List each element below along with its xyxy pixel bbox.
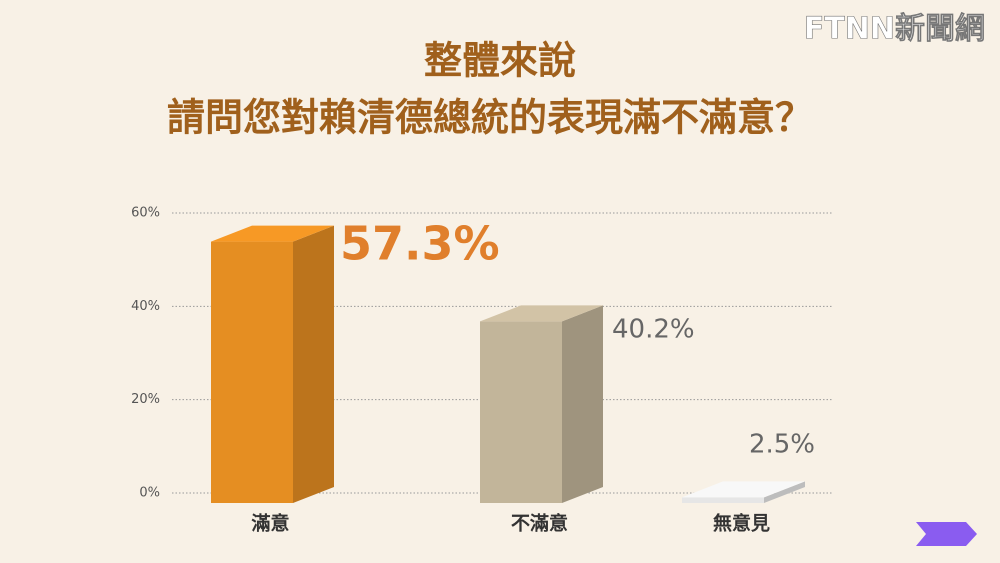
bar-side bbox=[764, 481, 805, 503]
value-label: 57.3% bbox=[340, 217, 500, 271]
bar-top bbox=[682, 481, 805, 498]
chart-subtitle: 請問您對賴清德總統的表現滿不滿意？ bbox=[167, 96, 813, 140]
x-tick-label: 不滿意 bbox=[511, 512, 568, 535]
y-tick-label: 60% bbox=[131, 206, 160, 221]
bar-top bbox=[480, 305, 603, 322]
x-tick-label: 滿意 bbox=[251, 512, 289, 535]
bar-front bbox=[480, 321, 562, 503]
logo: FTNN新聞網 bbox=[804, 12, 985, 47]
value-label: 2.5% bbox=[749, 430, 815, 460]
y-tick-label: 0% bbox=[139, 486, 160, 501]
y-tick-label: 20% bbox=[131, 392, 160, 407]
bar-top bbox=[211, 225, 334, 242]
bar-front bbox=[211, 241, 293, 503]
bar-front bbox=[682, 497, 764, 503]
x-tick-label: 無意見 bbox=[713, 512, 770, 535]
bar-side bbox=[293, 225, 334, 503]
y-tick-label: 40% bbox=[131, 299, 160, 314]
value-label: 40.2% bbox=[612, 315, 695, 345]
next-arrow[interactable] bbox=[916, 522, 977, 546]
chart-title: 整體來說 bbox=[424, 39, 576, 83]
bar-side bbox=[562, 305, 603, 503]
